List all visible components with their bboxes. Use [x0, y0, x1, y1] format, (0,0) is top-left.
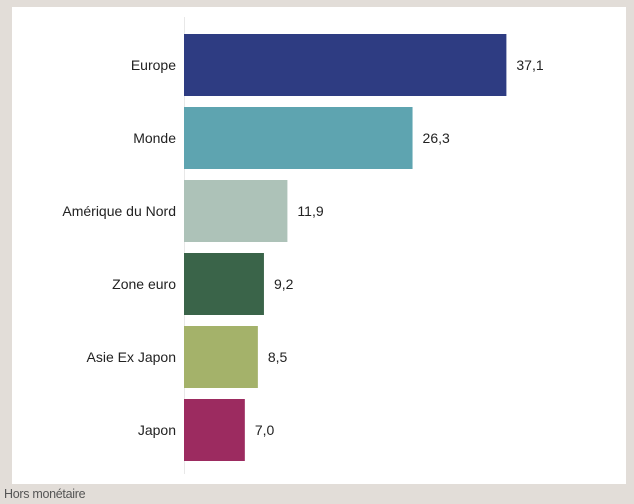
value-label-5: 7,0 [255, 422, 275, 438]
value-label-3: 9,2 [274, 276, 294, 292]
bar-chart: Europe 37,1 Monde 26,3 Amérique du Nord 11,9 Z… [62, 17, 544, 474]
bar-1 [184, 107, 413, 169]
category-label-5: Japon [138, 422, 176, 438]
value-label-1: 26,3 [423, 130, 450, 146]
bars-group: Europe 37,1 Monde 26,3 Amérique du Nord 11,9 Z… [62, 34, 544, 461]
value-label-4: 8,5 [268, 349, 288, 365]
category-label-1: Monde [133, 130, 176, 146]
category-label-4: Asie Ex Japon [87, 349, 177, 365]
value-label-0: 37,1 [516, 57, 543, 73]
footnote: Hors monétaire [4, 487, 86, 501]
bar-5 [184, 399, 245, 461]
category-label-2: Amérique du Nord [62, 203, 176, 219]
bar-4 [184, 326, 258, 388]
category-label-3: Zone euro [112, 276, 176, 292]
value-label-2: 11,9 [297, 203, 323, 219]
bar-0 [184, 34, 507, 96]
category-label-0: Europe [131, 57, 176, 73]
bar-3 [184, 253, 264, 315]
chart-panel: Europe 37,1 Monde 26,3 Amérique du Nord 11,9 Z… [12, 7, 626, 484]
bar-2 [184, 180, 288, 242]
